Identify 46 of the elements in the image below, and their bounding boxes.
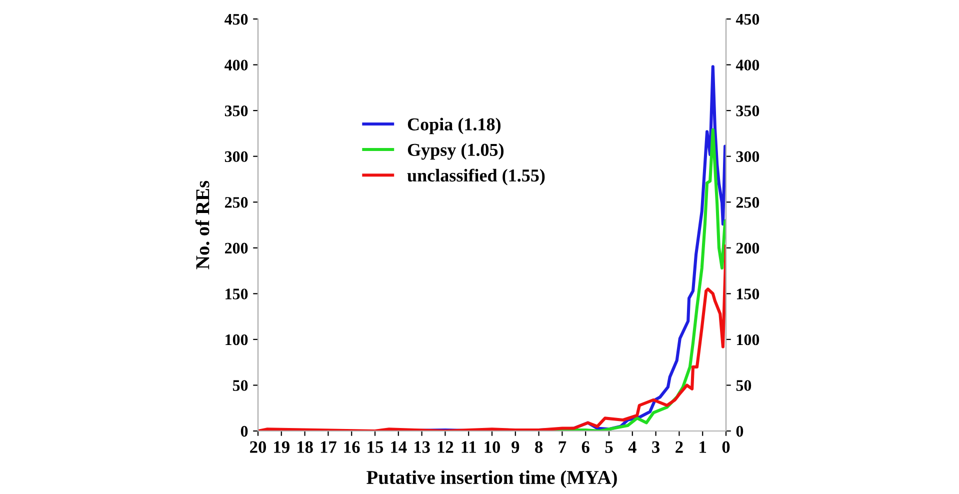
x-tick-label: 7: [558, 441, 566, 453]
y2-tick-label: 450: [736, 14, 760, 25]
y2-tick-label: 250: [736, 197, 760, 208]
y-tick-label: 450: [224, 14, 248, 25]
x-tick-label: 2: [676, 441, 683, 453]
x-tick-label: 5: [605, 441, 613, 453]
y2-tick-label: 200: [736, 242, 760, 254]
legend-label: Gypsy (1.05): [408, 143, 504, 160]
x-tick-label: 8: [535, 441, 543, 453]
legend-label: unclassified (1.55): [407, 168, 545, 186]
x-tick-label: 13: [414, 441, 430, 453]
x-tick-label: 9: [512, 441, 520, 453]
x-tick-label: 0: [722, 441, 730, 453]
x-tick-label: 14: [391, 441, 407, 453]
y-tick-label: 50: [232, 380, 248, 391]
x-tick-label: 6: [582, 441, 590, 453]
x-axis-title: Putative insertion time (MYA): [366, 470, 617, 488]
y2-tick-label: 350: [736, 105, 760, 116]
x-tick-label: 15: [368, 441, 384, 453]
legend-label: Copia (1.18): [408, 118, 501, 134]
y-tick-label: 150: [226, 288, 248, 300]
y-tick-label: 0: [240, 426, 248, 437]
x-tick-label: 3: [652, 441, 660, 453]
x-tick-label: 19: [274, 441, 290, 453]
y-tick-label: 100: [226, 334, 248, 346]
x-tick-label: 17: [320, 441, 336, 453]
y-tick-label: 400: [224, 60, 248, 70]
x-tick-label: 18: [298, 441, 313, 453]
y2-tick-label: 50: [736, 380, 752, 391]
y-tick-label: 250: [224, 197, 248, 208]
x-tick-label: 10: [484, 441, 500, 453]
y2-tick-label: 300: [736, 151, 760, 162]
x-tick-label: 12: [438, 441, 454, 453]
y-tick-label: 350: [224, 105, 248, 116]
x-tick-label: 1: [700, 441, 706, 453]
y2-tick-label: 0: [736, 426, 744, 437]
x-tick-label: 4: [628, 441, 636, 453]
y-axis-title: No. of REs: [195, 180, 210, 270]
y2-tick-label: 400: [736, 60, 760, 70]
x-tick-label: 11: [462, 441, 476, 453]
y2-tick-label: 100: [737, 334, 760, 346]
y-tick-label: 200: [224, 242, 248, 254]
x-tick-label: 16: [344, 441, 360, 453]
y2-tick-label: 150: [737, 288, 760, 300]
y-tick-label: 300: [224, 151, 248, 162]
x-tick-label: 20: [250, 441, 266, 453]
